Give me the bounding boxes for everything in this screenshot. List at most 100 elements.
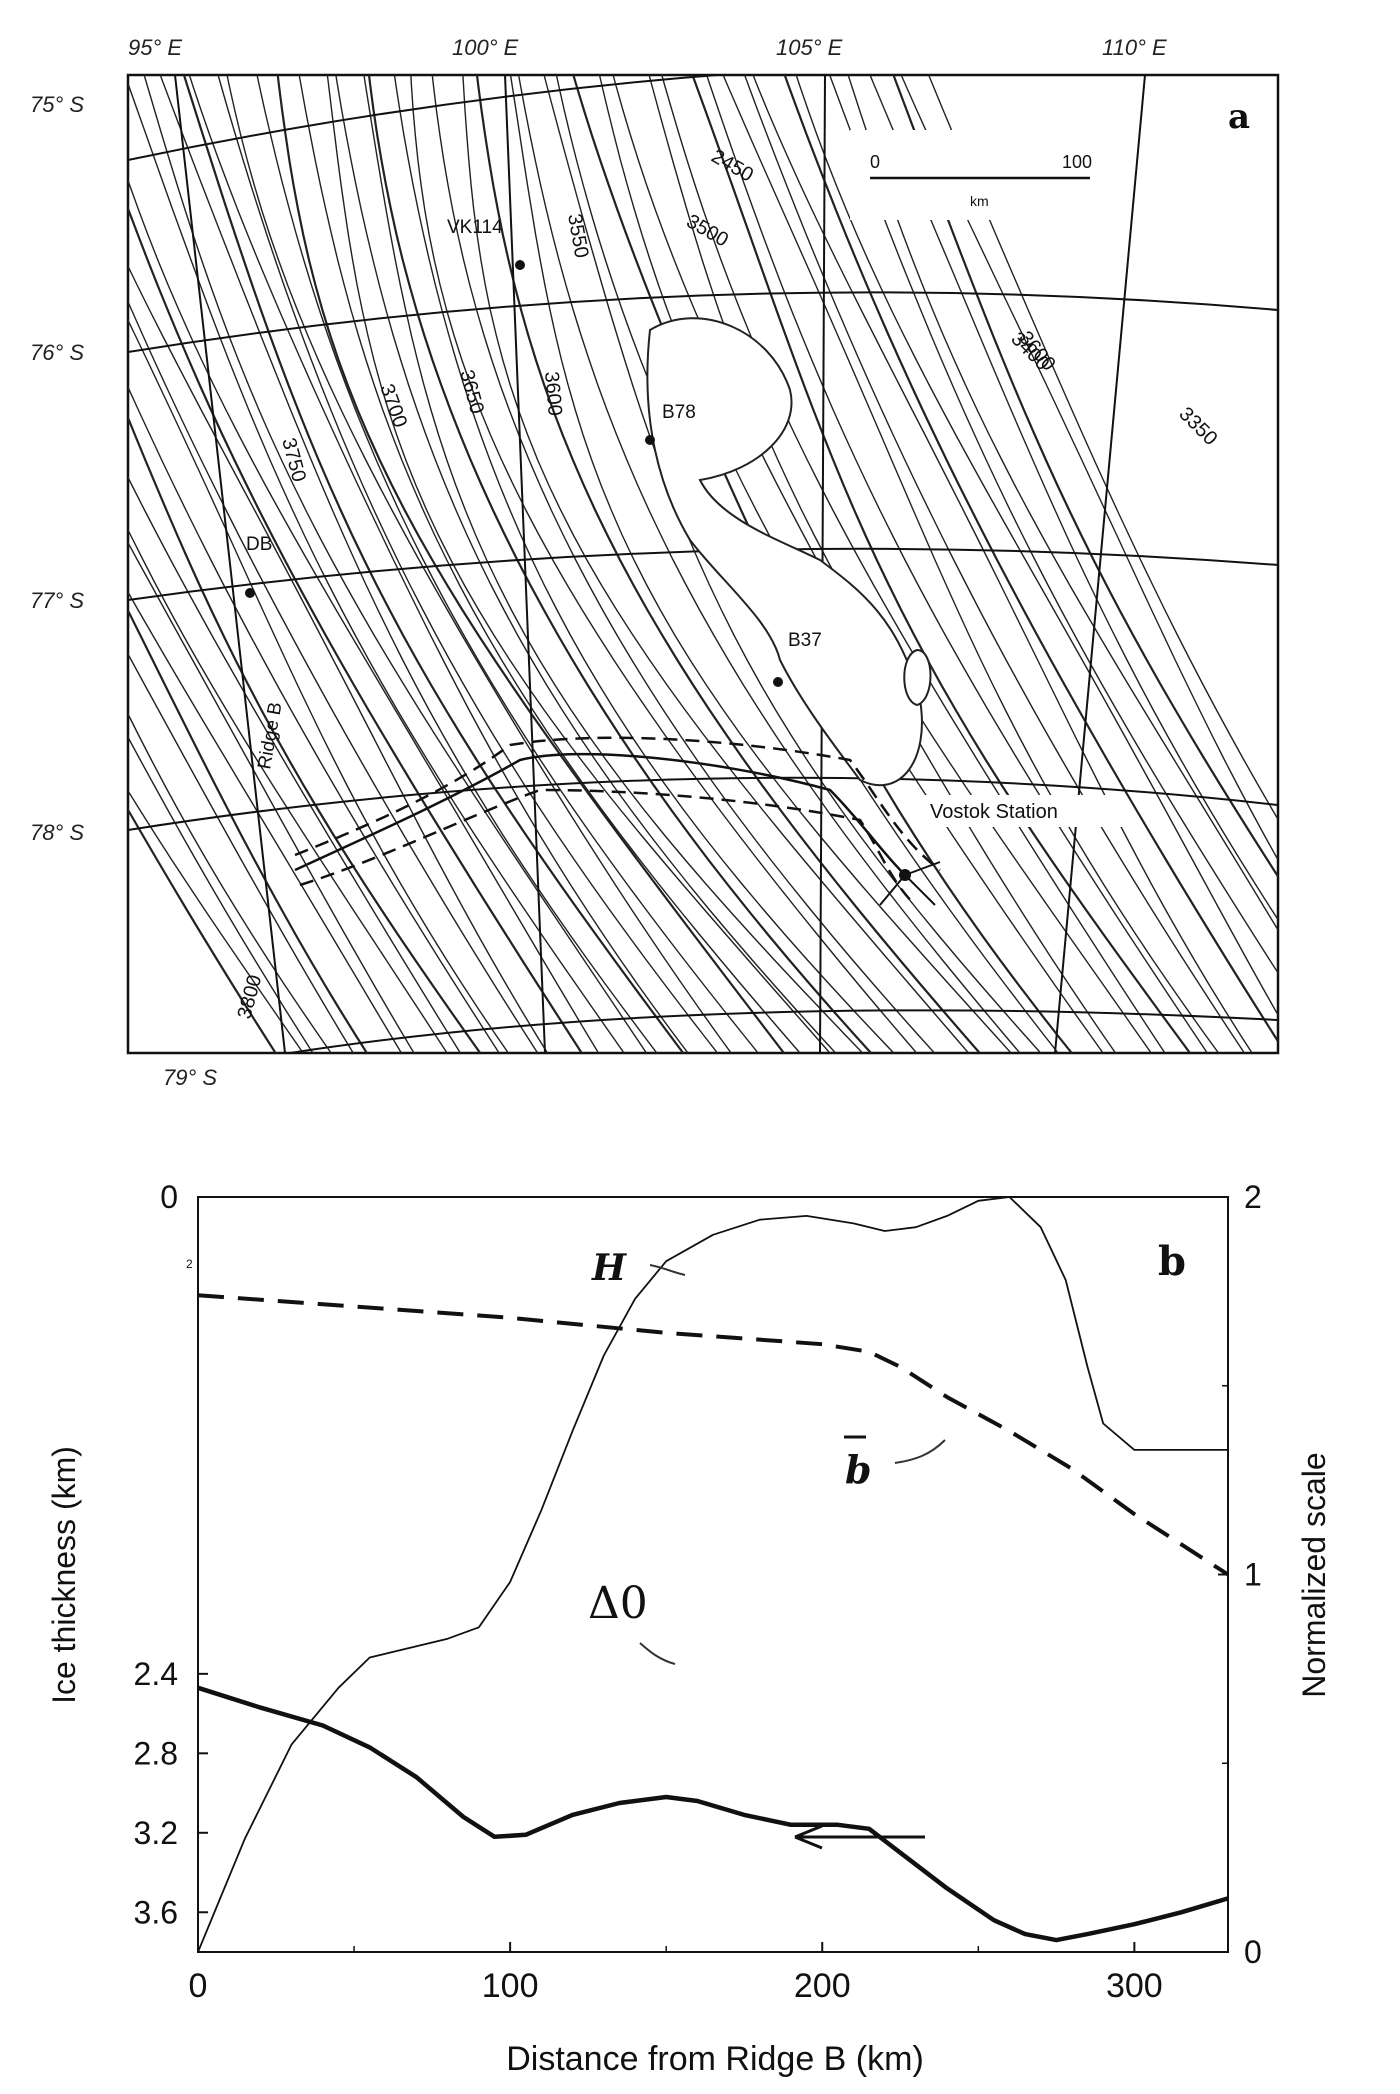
contour-line bbox=[475, 75, 982, 1053]
y-right-tick-label: 2 bbox=[1244, 1179, 1262, 1215]
contour-line bbox=[648, 75, 1153, 1053]
flowlines bbox=[294, 736, 941, 906]
x-axis-title: Distance from Ridge B (km) bbox=[506, 2040, 924, 2078]
x-tick-label: 0 bbox=[189, 1967, 208, 2005]
y-left-tick-label: 2.8 bbox=[134, 1735, 178, 1771]
contour-line bbox=[128, 178, 600, 1053]
lon-label-100: 100° E bbox=[452, 35, 519, 60]
y-left-tick-label: 2.4 bbox=[134, 1656, 178, 1692]
site-dot-vostok bbox=[899, 869, 911, 881]
y-left-axis-title: Ice thickness (km) bbox=[46, 1446, 82, 1704]
contour-line bbox=[462, 75, 970, 1053]
contour-line bbox=[431, 75, 936, 1053]
contour-line bbox=[182, 75, 685, 1053]
annotation-h: H bbox=[591, 1247, 627, 1289]
flowline-upper bbox=[294, 736, 941, 871]
contour-line bbox=[335, 75, 837, 1053]
x-axis-ticks: 0 100 200 300 bbox=[189, 1942, 1163, 2005]
contour-line bbox=[128, 528, 448, 1053]
contour-line bbox=[847, 75, 1278, 932]
vostok-arrows bbox=[879, 861, 941, 906]
x-tick-label: 200 bbox=[794, 1967, 851, 2005]
contour-line bbox=[298, 75, 801, 1053]
scale-bar-end: 100 bbox=[1062, 152, 1092, 172]
contour-line bbox=[128, 712, 332, 1053]
parallel-79 bbox=[289, 1009, 1278, 1053]
parallel-78 bbox=[128, 776, 1278, 831]
scale-bar-start: 0 bbox=[870, 152, 880, 172]
lon-label-110: 110° E bbox=[1102, 35, 1167, 60]
site-label-vk114: VK114 bbox=[447, 217, 503, 238]
lat-label-75: 75° S bbox=[30, 92, 84, 117]
series-layer bbox=[197, 1196, 1230, 1953]
contour-line bbox=[128, 414, 482, 1053]
leader-b bbox=[894, 1439, 946, 1464]
site-label-db: DB bbox=[246, 534, 272, 555]
contour-line bbox=[128, 318, 510, 1053]
contour-line bbox=[128, 299, 539, 1053]
panel-b-label: b bbox=[1158, 1238, 1186, 1285]
lat-label-78: 78° S bbox=[30, 820, 84, 845]
series-b-line bbox=[197, 1293, 1230, 1577]
annotation-delta0: Δ0 bbox=[588, 1578, 648, 1629]
contour-line bbox=[363, 75, 864, 1053]
arrow-head bbox=[794, 1824, 823, 1850]
x-tick-label: 100 bbox=[482, 1967, 539, 2005]
contour-line bbox=[128, 541, 415, 1053]
contour-lines bbox=[128, 75, 1278, 1053]
scale-bar: 0 100 km bbox=[850, 130, 1110, 220]
contour-line bbox=[128, 789, 304, 1053]
site-label-b37: B37 bbox=[788, 630, 822, 651]
contour-line bbox=[128, 475, 462, 1053]
contour-label-3600-center: 3600 bbox=[540, 371, 566, 417]
contour-line bbox=[128, 807, 277, 1053]
parallel-76 bbox=[128, 291, 1278, 353]
site-dot-b37 bbox=[773, 677, 783, 687]
panel-a-label: a bbox=[1228, 97, 1250, 137]
site-label-vostok: Vostok Station bbox=[930, 801, 1058, 823]
meridian-100 bbox=[504, 75, 546, 1053]
contour-line bbox=[795, 75, 1278, 1017]
y-left-tick-label: 0 bbox=[160, 1179, 178, 1215]
direction-arrow bbox=[794, 1824, 925, 1850]
y-left-tick-label: 3.2 bbox=[134, 1815, 178, 1851]
contour-line bbox=[326, 75, 831, 1053]
x-tick-label: 300 bbox=[1106, 1967, 1163, 2005]
contour-line bbox=[128, 652, 355, 1053]
contour-line bbox=[276, 75, 786, 1053]
contour-line bbox=[828, 75, 1278, 975]
y-right-tick-label: 1 bbox=[1244, 1557, 1262, 1593]
contour-line bbox=[892, 75, 1278, 879]
contour-line bbox=[900, 75, 1278, 862]
y-right-tick-label: 0 bbox=[1244, 1934, 1262, 1970]
contour-line bbox=[410, 75, 918, 1053]
lon-label-105: 105° E bbox=[776, 35, 843, 60]
series-delta0-line bbox=[197, 1685, 1229, 1943]
contour-line bbox=[128, 385, 500, 1053]
site-label-b78: B78 bbox=[662, 402, 696, 423]
contour-map: 0 100 km 95° E 100° E 105° E 110° E 75° … bbox=[30, 35, 1280, 1090]
contour-line bbox=[661, 75, 1166, 1053]
contour-line bbox=[128, 81, 625, 1053]
flowline-lower bbox=[299, 788, 916, 906]
contour-line bbox=[256, 75, 759, 1053]
scale-bar-box bbox=[850, 130, 1110, 220]
contour-line bbox=[188, 75, 689, 1053]
contour-line bbox=[927, 75, 1278, 821]
contour-line bbox=[128, 590, 403, 1053]
annotation-b: b bbox=[845, 1447, 872, 1492]
contour-line bbox=[691, 75, 1192, 1053]
contour-line bbox=[128, 608, 369, 1053]
contour-line bbox=[783, 75, 1278, 1044]
leader-h bbox=[649, 1264, 686, 1276]
contour-line bbox=[869, 75, 1278, 921]
contour-line bbox=[128, 264, 549, 1053]
y-right-axis-ticks: 0 1 2 bbox=[1218, 1179, 1262, 1970]
parallel-75 bbox=[128, 75, 731, 161]
series-h-line bbox=[197, 1196, 1228, 1953]
contour-line bbox=[128, 205, 584, 1053]
meridian-110 bbox=[1054, 75, 1146, 1053]
vostok-label-bg bbox=[925, 795, 1125, 827]
